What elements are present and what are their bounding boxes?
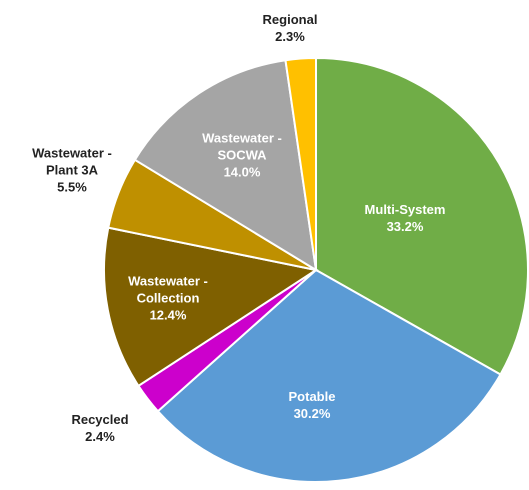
- value-label: 33.2%: [386, 219, 424, 234]
- slice-label: Wastewater - SOCWA 14.0%: [192, 130, 292, 181]
- value-label: 14.0%: [223, 164, 261, 180]
- value-label: 2.4%: [85, 429, 115, 444]
- value-label: 2.3%: [275, 29, 305, 44]
- pie-slice: [103, 226, 319, 388]
- slice-label: Regional 2.3%: [240, 11, 340, 45]
- slice-label: Multi-System 33.2%: [355, 201, 455, 235]
- slice-label: Recycled 2.4%: [50, 411, 150, 445]
- category-label: Wastewater - Collection: [128, 273, 208, 306]
- value-label: 12.4%: [149, 307, 187, 323]
- slice-label: Potable 30.2%: [262, 388, 362, 422]
- pie-slice: [315, 56, 529, 376]
- category-label: Wastewater - SOCWA: [202, 130, 282, 163]
- value-label: 5.5%: [57, 179, 87, 195]
- pie-slice: [156, 268, 502, 483]
- value-label: 30.2%: [293, 406, 331, 421]
- slice-label: Wastewater - Plant 3A 5.5%: [22, 145, 122, 196]
- category-label: Recycled: [71, 412, 129, 427]
- category-label: Wastewater - Plant 3A: [32, 145, 112, 178]
- category-label: Regional: [262, 12, 318, 27]
- pie-slice: [133, 59, 318, 272]
- category-label: Potable: [288, 389, 336, 404]
- category-label: Multi-System: [364, 202, 446, 217]
- pie-slice: [284, 56, 317, 271]
- slice-label: Wastewater - Collection 12.4%: [118, 273, 218, 324]
